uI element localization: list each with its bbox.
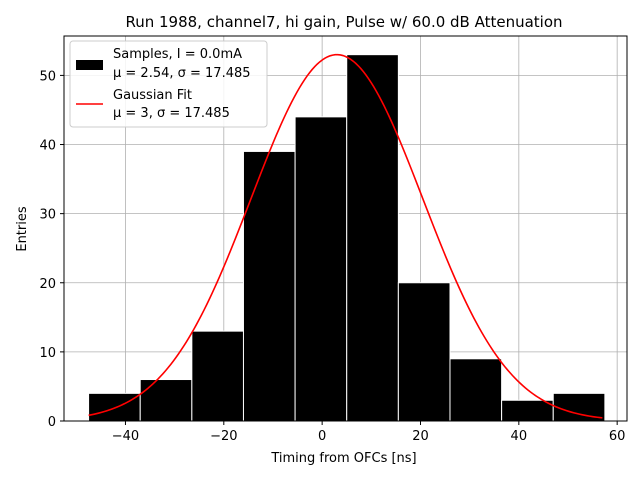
x-tick-label: 60 bbox=[609, 429, 626, 444]
histogram-bar bbox=[397, 282, 451, 422]
histogram-bar bbox=[191, 330, 244, 422]
legend-fit-line2: μ = 3, σ = 17.485 bbox=[113, 106, 230, 121]
histogram-bars bbox=[88, 54, 606, 422]
y-tick-label: 50 bbox=[39, 69, 56, 84]
x-axis-label: Timing from OFCs [ns] bbox=[270, 451, 416, 466]
chart-title: Run 1988, channel7, hi gain, Pulse w/ 60… bbox=[125, 13, 562, 31]
histogram-bar bbox=[294, 116, 348, 422]
axis-ticks: −40 −20 0 20 40 60 0 10 20 30 40 50 bbox=[39, 69, 625, 444]
legend-samples-swatch bbox=[76, 60, 103, 70]
histogram-bar bbox=[88, 392, 141, 422]
gaussian-fit-curve bbox=[88, 53, 603, 419]
y-tick-label: 10 bbox=[39, 346, 56, 361]
x-tick-label: 40 bbox=[511, 429, 528, 444]
y-tick-label: 0 bbox=[48, 415, 56, 430]
x-tick-label: 20 bbox=[412, 429, 429, 444]
x-tick-label: 0 bbox=[318, 429, 326, 444]
legend: Samples, I = 0.0mA μ = 2.54, σ = 17.485 … bbox=[69, 40, 268, 128]
histogram-bar bbox=[139, 379, 193, 422]
histogram-bar bbox=[242, 150, 296, 422]
legend-samples-line1: Samples, I = 0.0mA bbox=[113, 47, 242, 62]
x-tick-label: −20 bbox=[210, 429, 237, 444]
y-tick-label: 20 bbox=[39, 277, 56, 292]
histogram-bar bbox=[501, 399, 554, 422]
legend-fit-line1: Gaussian Fit bbox=[113, 88, 192, 103]
y-axis-label: Entries bbox=[15, 206, 30, 252]
plot-frame bbox=[63, 35, 628, 422]
histogram-bar bbox=[346, 54, 399, 422]
legend-box bbox=[69, 40, 268, 128]
y-tick-label: 40 bbox=[39, 139, 56, 154]
legend-samples-line2: μ = 2.54, σ = 17.485 bbox=[113, 66, 251, 81]
y-tick-label: 30 bbox=[39, 208, 56, 223]
x-tick-label: −40 bbox=[112, 429, 139, 444]
histogram-bar bbox=[449, 358, 503, 422]
